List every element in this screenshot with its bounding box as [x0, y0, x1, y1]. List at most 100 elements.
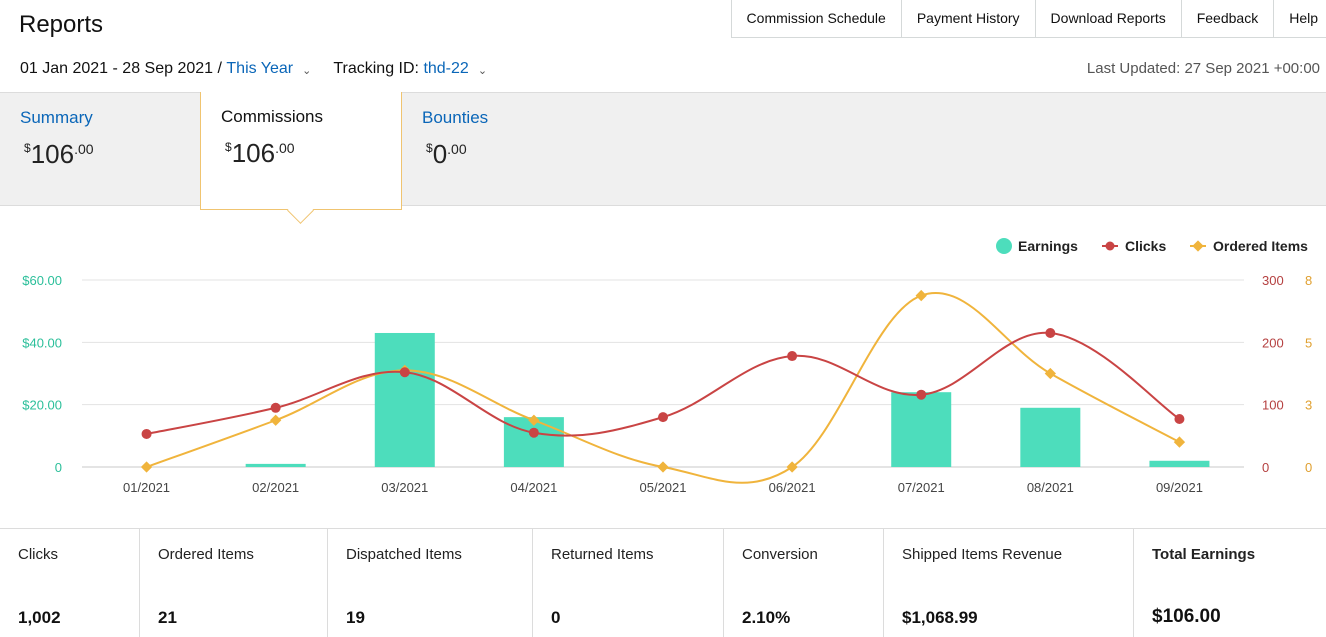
stat-value: 0: [551, 608, 561, 627]
page-title: Reports: [19, 11, 104, 38]
legend-earnings-label: Earnings: [1018, 238, 1078, 254]
stat-ordered-items: Ordered Items 21: [140, 529, 328, 637]
currency-symbol: $: [426, 141, 433, 155]
legend-earnings-marker: [996, 238, 1012, 254]
stat-shipped-revenue: Shipped Items Revenue $1,068.99: [884, 529, 1134, 637]
stat-returned-items: Returned Items 0: [533, 529, 724, 637]
top-nav: Commission Schedule Payment History Down…: [730, 0, 1326, 38]
y-left-tick-label: $40.00: [22, 335, 62, 350]
stat-value: 2.10%: [742, 608, 791, 627]
x-tick-label: 08/2021: [1027, 480, 1074, 495]
stat-clicks: Clicks 1,002: [0, 529, 140, 637]
stat-label: Total Earnings: [1152, 546, 1256, 563]
tracking-id-value: thd-22: [423, 60, 469, 77]
commissions-amount: $106.00: [225, 138, 295, 169]
currency-symbol: $: [24, 141, 31, 155]
stat-value: 1,002: [18, 608, 61, 627]
tab-bounties[interactable]: Bounties $0.00: [402, 93, 602, 205]
amount-cents: .00: [74, 141, 94, 157]
y-left-tick-label: 0: [55, 460, 62, 475]
report-tabs: Summary $106.00 Commissions $106.00 Boun…: [0, 92, 1326, 224]
clicks-point: [399, 367, 410, 378]
y-right-tick-label: 300: [1262, 273, 1284, 288]
stat-total-earnings: Total Earnings $106.00: [1134, 529, 1326, 637]
chevron-down-icon: ⌄: [477, 65, 488, 77]
stat-label: Dispatched Items: [346, 546, 462, 563]
amount-cents: .00: [275, 140, 295, 156]
ordered-items-point: [1044, 367, 1056, 380]
help-link[interactable]: Help: [1289, 10, 1318, 26]
period-label: This Year: [226, 60, 294, 77]
earnings-bar: [374, 332, 435, 467]
last-updated: Last Updated: 27 Sep 2021 +00:00: [1086, 60, 1320, 77]
y-right2-tick-label: 0: [1305, 460, 1312, 475]
y-right-tick-label: 100: [1262, 398, 1284, 413]
x-tick-label: 07/2021: [898, 480, 945, 495]
tab-summary[interactable]: Summary $106.00: [0, 93, 200, 205]
clicks-point: [658, 412, 668, 423]
commission-schedule-link[interactable]: Commission Schedule: [732, 0, 902, 37]
x-tick-label: 04/2021: [510, 480, 557, 495]
amount-whole: 106: [231, 138, 276, 168]
x-tick-label: 02/2021: [252, 480, 299, 495]
ordered-items-point: [786, 461, 798, 473]
active-tab-pointer: [287, 197, 314, 224]
legend-ordered-items-label: Ordered Items: [1213, 238, 1308, 254]
filter-row: 01 Jan 2021 - 28 Sep 2021 / This Year ⌄ T…: [20, 60, 487, 78]
stat-value: 19: [346, 608, 365, 627]
stat-conversion: Conversion 2.10%: [724, 529, 884, 637]
x-tick-label: 01/2021: [123, 480, 170, 495]
tab-commissions[interactable]: Commissions $106.00: [200, 92, 402, 224]
amount-whole: 106: [30, 139, 75, 169]
x-tick-label: 06/2021: [769, 480, 816, 495]
stat-value: $1,068.99: [902, 608, 978, 627]
earnings-bar: [1020, 407, 1081, 467]
y-right2-tick-label: 3: [1305, 398, 1312, 413]
clicks-point: [1045, 327, 1056, 338]
legend-clicks-marker: [1105, 241, 1115, 251]
clicks-point: [141, 428, 152, 439]
stat-label: Shipped Items Revenue: [902, 546, 1063, 563]
x-tick-label: 03/2021: [381, 480, 428, 495]
clicks-point: [528, 427, 539, 438]
ordered-items-point: [1173, 436, 1186, 448]
ordered-items-point: [657, 461, 669, 473]
y-right-tick-label: 0: [1262, 460, 1269, 475]
y-right2-tick-label: 5: [1305, 335, 1312, 350]
y-right2-tick-label: 8: [1305, 273, 1312, 288]
stat-value: 21: [158, 608, 177, 627]
stat-label: Conversion: [742, 546, 818, 563]
x-tick-label: 05/2021: [640, 480, 687, 495]
tab-bounties-label[interactable]: Bounties: [422, 108, 489, 127]
ordered-items-point: [140, 461, 153, 473]
amount-whole: 0: [432, 139, 448, 169]
stat-label: Clicks: [18, 546, 58, 563]
clicks-point: [1174, 414, 1185, 425]
date-range: 01 Jan 2021 - 28 Sep 2021 /: [20, 60, 222, 77]
legend-ordered-items-marker: [1192, 240, 1204, 252]
clicks-point: [787, 351, 798, 362]
feedback-link[interactable]: Feedback: [1182, 0, 1275, 37]
earnings-bar: [891, 392, 952, 467]
bounties-amount: $0.00: [426, 139, 467, 170]
currency-symbol: $: [225, 140, 232, 154]
stat-label: Ordered Items: [158, 546, 254, 563]
ordered-items-point: [528, 414, 540, 426]
clicks-line: [146, 331, 1180, 437]
tab-summary-label[interactable]: Summary: [20, 108, 93, 127]
x-tick-label: 09/2021: [1156, 480, 1203, 495]
clicks-point: [916, 389, 927, 400]
y-left-tick-label: $60.00: [22, 273, 62, 288]
chevron-down-icon: ⌄: [302, 65, 312, 77]
period-dropdown[interactable]: This Year ⌄: [226, 60, 311, 78]
payment-history-link[interactable]: Payment History: [902, 0, 1036, 37]
stat-dispatched-items: Dispatched Items 19: [328, 529, 533, 637]
download-reports-link[interactable]: Download Reports: [1036, 0, 1182, 37]
stats-row: Clicks 1,002 Ordered Items 21 Dispatched…: [0, 528, 1326, 637]
ordered-items-line: [146, 292, 1180, 484]
clicks-point: [270, 402, 281, 413]
tracking-id-dropdown[interactable]: thd-22 ⌄: [423, 60, 487, 78]
earnings-bar: [1149, 460, 1210, 467]
ordered-items-point: [915, 289, 927, 302]
earnings-bar: [245, 463, 306, 467]
